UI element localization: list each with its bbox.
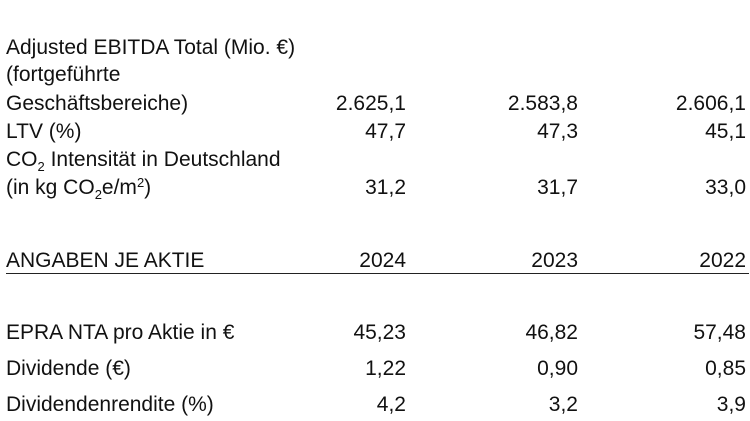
year-header-2024: 2024 bbox=[359, 249, 406, 272]
dividend-yield-value-2022: 3,9 bbox=[716, 393, 746, 416]
dividend-value-2023: 0,90 bbox=[537, 357, 578, 380]
dividend-yield-value-2023: 3,2 bbox=[548, 393, 578, 416]
header-divider bbox=[6, 273, 749, 274]
co2-label-line-2-post: ) bbox=[144, 176, 152, 199]
epra-nta-value-2022: 57,48 bbox=[693, 321, 746, 344]
share-section-heading: ANGABEN JE AKTIE bbox=[6, 249, 205, 272]
co2-label-line-2-mid: e/m bbox=[101, 176, 137, 199]
ebitda-value-2024: 2.625,1 bbox=[335, 92, 406, 115]
epra-nta-label: EPRA NTA pro Aktie in € bbox=[6, 321, 235, 344]
dividend-label: Dividende (€) bbox=[6, 357, 131, 380]
ltv-value-2022: 45,1 bbox=[705, 120, 746, 143]
dividend-value-2022: 0,85 bbox=[705, 357, 746, 380]
co2-value-2024: 31,2 bbox=[365, 176, 406, 199]
ebitda-label-line-1: Adjusted EBITDA Total (Mio. €) bbox=[6, 36, 296, 59]
dividend-yield-value-2024: 4,2 bbox=[376, 393, 406, 416]
co2-label-line-1-post: Intensität in Deutschland bbox=[44, 148, 281, 171]
ltv-label: LTV (%) bbox=[6, 120, 82, 143]
year-header-2022: 2022 bbox=[699, 249, 746, 272]
dividend-value-2024: 1,22 bbox=[365, 357, 406, 380]
ebitda-value-2023: 2.583,8 bbox=[507, 92, 578, 115]
co2-label-line-2-subscript: 2 bbox=[94, 187, 102, 202]
ltv-value-2023: 47,3 bbox=[537, 120, 578, 143]
co2-label-line-2-superscript: 2 bbox=[136, 175, 145, 190]
ltv-value-2024: 47,7 bbox=[365, 120, 406, 143]
co2-label-line-2-pre: (in kg CO bbox=[6, 176, 95, 199]
epra-nta-value-2024: 45,23 bbox=[353, 321, 406, 344]
ebitda-label-line-3: Geschäftsbereiche) bbox=[6, 92, 189, 115]
co2-label-line-2: (in kg CO2e/m2) bbox=[6, 175, 152, 201]
ebitda-label-line-2: (fortgeführte bbox=[6, 63, 121, 86]
year-header-2023: 2023 bbox=[531, 249, 578, 272]
co2-label-line-1-subscript: 2 bbox=[37, 159, 45, 174]
co2-value-2022: 33,0 bbox=[705, 176, 746, 199]
ebitda-value-2022: 2.606,1 bbox=[675, 92, 746, 115]
co2-label-line-1-pre: CO bbox=[6, 148, 38, 171]
dividend-yield-label: Dividendenrendite (%) bbox=[6, 393, 214, 416]
epra-nta-value-2023: 46,82 bbox=[525, 321, 578, 344]
co2-label-line-1: CO2 Intensität in Deutschland bbox=[6, 148, 281, 173]
co2-value-2023: 31,7 bbox=[537, 176, 578, 199]
